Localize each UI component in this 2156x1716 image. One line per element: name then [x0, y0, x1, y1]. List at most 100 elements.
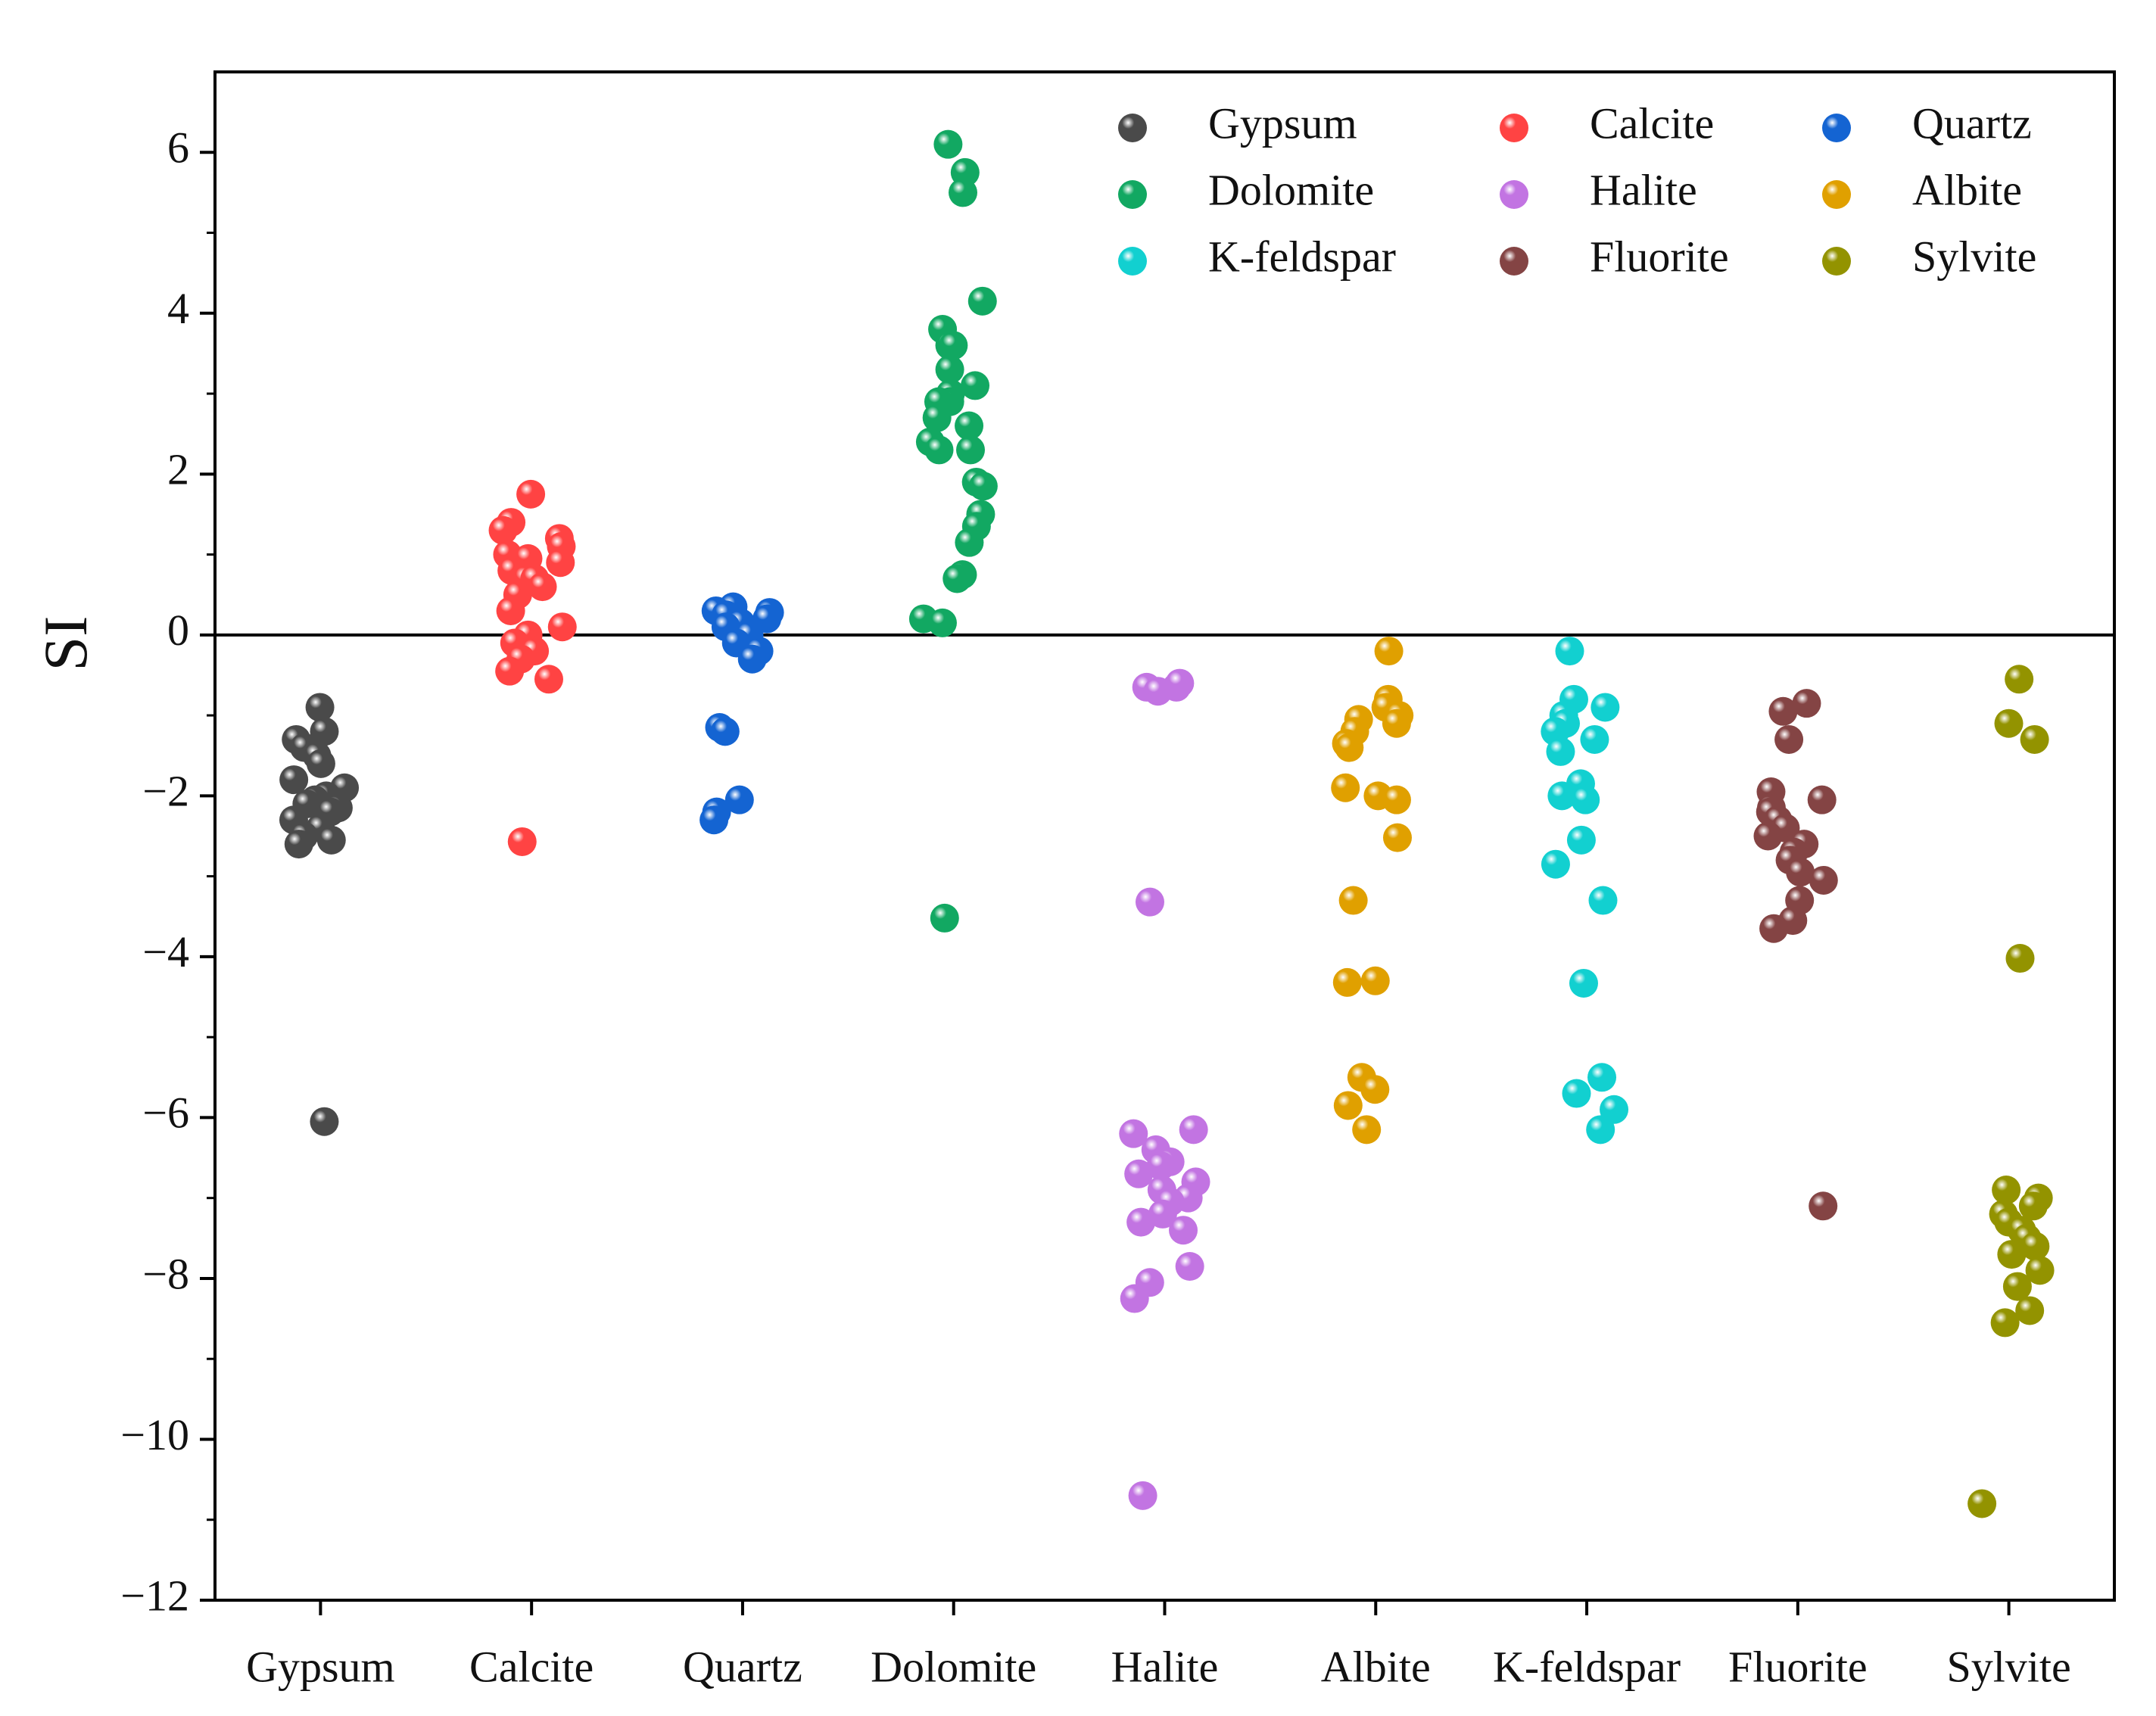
legend-marker — [1500, 114, 1528, 142]
data-point — [1994, 709, 2024, 738]
data-point — [1119, 1119, 1148, 1148]
data-point — [710, 717, 740, 746]
legend-label: Albite — [1912, 165, 2022, 214]
data-point — [1352, 1115, 1382, 1145]
y-tick-label: −6 — [142, 1088, 189, 1138]
x-tick-label: Gypsum — [246, 1642, 395, 1691]
legend-label: Gypsum — [1208, 98, 1357, 148]
data-point — [1591, 693, 1620, 722]
data-point — [1148, 1199, 1177, 1229]
data-point — [1360, 966, 1390, 995]
data-point — [1555, 637, 1584, 666]
data-point — [2020, 1232, 2050, 1261]
data-point — [310, 1107, 339, 1136]
data-point — [1588, 886, 1618, 915]
data-point — [1992, 1176, 2021, 1205]
data-point — [1566, 825, 1596, 855]
data-point — [1990, 1308, 2020, 1338]
plot-frame — [213, 70, 2116, 1602]
x-tick-label: K-feldspar — [1493, 1642, 1681, 1691]
data-point — [933, 129, 963, 159]
legend-label: Halite — [1590, 165, 1697, 214]
data-point — [1571, 785, 1600, 814]
data-point — [316, 825, 346, 855]
legend-label: Quartz — [1912, 98, 2032, 148]
data-point — [1562, 1079, 1591, 1108]
data-point — [1165, 668, 1195, 698]
legend-marker — [1822, 247, 1851, 276]
data-point — [1124, 1159, 1154, 1188]
legend-label: Dolomite — [1208, 165, 1374, 214]
data-point — [1786, 858, 1815, 887]
data-point — [1586, 1115, 1615, 1145]
data-point — [961, 371, 990, 400]
data-point — [528, 572, 557, 602]
y-axis-label: SI — [31, 616, 100, 671]
legend-marker — [1118, 180, 1147, 209]
data-point — [1333, 1091, 1363, 1120]
data-point — [2002, 1272, 2032, 1301]
data-point — [699, 805, 729, 835]
data-point — [284, 830, 313, 859]
data-point — [1335, 733, 1364, 762]
data-point — [1759, 914, 1789, 943]
data-point — [2025, 1256, 2055, 1285]
data-point — [496, 596, 525, 625]
legend-marker — [1500, 180, 1528, 209]
data-point — [2018, 1191, 2048, 1221]
data-point — [2015, 1296, 2045, 1325]
data-point — [305, 693, 335, 722]
y-tick-label: 4 — [167, 284, 189, 333]
data-point — [737, 644, 767, 674]
data-point — [939, 331, 968, 360]
legend-marker — [1822, 180, 1851, 209]
data-point — [942, 564, 972, 593]
data-point — [495, 656, 525, 686]
data-point — [1360, 1075, 1390, 1104]
data-point — [967, 286, 997, 316]
data-point — [924, 435, 954, 465]
x-tick-label: Dolomite — [871, 1642, 1036, 1691]
data-point — [1968, 1489, 1997, 1518]
data-point — [1541, 849, 1570, 879]
data-point — [956, 435, 986, 465]
data-point — [488, 515, 518, 545]
data-point — [546, 548, 575, 578]
data-point — [1128, 1481, 1157, 1510]
y-tick-label: −8 — [142, 1249, 189, 1298]
data-point — [1175, 1252, 1204, 1282]
data-point — [2005, 665, 2034, 694]
data-point — [968, 472, 998, 501]
data-point — [1382, 709, 1411, 738]
legend-label: Fluorite — [1590, 232, 1729, 281]
data-point — [2020, 724, 2049, 754]
data-point — [1332, 967, 1362, 997]
data-point — [1382, 785, 1411, 814]
data-point — [1120, 1284, 1149, 1313]
data-point — [1146, 1151, 1176, 1181]
data-point — [1580, 724, 1609, 754]
data-point — [1135, 887, 1164, 917]
data-point — [1179, 1115, 1208, 1145]
legend-marker — [1118, 114, 1147, 142]
data-point — [279, 765, 309, 795]
data-point — [1382, 823, 1412, 852]
data-point — [534, 665, 563, 694]
y-tick-label: −4 — [142, 927, 189, 976]
data-point — [955, 411, 984, 441]
y-tick-label: −10 — [120, 1410, 189, 1459]
data-point — [724, 785, 754, 814]
x-tick-label: Calcite — [469, 1642, 594, 1691]
data-point — [1569, 968, 1598, 998]
data-point — [1338, 886, 1368, 915]
data-point — [2005, 944, 2035, 973]
legend-marker — [1500, 247, 1528, 276]
data-point — [1374, 637, 1404, 666]
data-point — [1331, 773, 1360, 802]
y-tick-label: −2 — [142, 767, 189, 816]
data-point — [516, 479, 546, 509]
data-point — [507, 827, 537, 856]
data-point — [955, 528, 984, 557]
legend-label: Sylvite — [1912, 232, 2036, 281]
